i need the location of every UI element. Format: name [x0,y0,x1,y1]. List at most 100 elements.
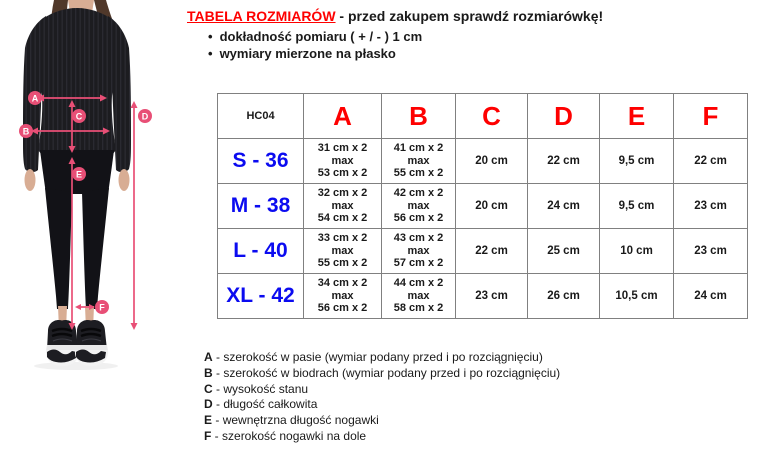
legend-separator: - [212,350,224,364]
table-row-s: S - 36 31 cm x 2 max 53 cm x 2 41 cm x 2… [217,138,748,184]
legend-separator: - [212,397,224,412]
hand-left [24,169,36,191]
size-label: S - 36 [217,138,304,184]
cell-f: 23 cm [673,183,748,229]
cell-c: 22 cm [455,228,528,274]
legend-letter: A [204,350,213,364]
model-silhouette [23,0,131,370]
model-photo: A B C D [19,0,152,370]
size-label: XL - 42 [217,273,304,319]
measurement-arrow-d: D [130,101,152,330]
legend-desc: wysokość stanu [223,381,309,396]
cell-c: 20 cm [455,138,528,184]
measurement-label-f: F [99,302,105,312]
sweater-torso [35,8,119,160]
cell-d: 26 cm [527,273,600,319]
measurement-label-e: E [76,169,82,179]
legend-item-f: F - szerokość nogawki na dole [204,429,560,445]
legend-letter: E [204,413,213,428]
floor-shadow [34,362,118,370]
legend-desc: szerokość w pasie (wymiar podany przed i… [223,350,543,364]
measurement-arrow-f: F [75,300,109,314]
legend-letter: D [204,397,213,412]
legend-item-e: E - wewnętrzna długość nogawki [204,413,560,429]
cell-b: 42 cm x 2 max 56 cm x 2 [381,183,456,229]
product-code: HC04 [217,93,304,139]
measurement-label-d: D [142,111,149,121]
cell-e: 10 cm [599,228,674,274]
legend-letter: C [204,381,213,396]
cell-f: 22 cm [673,138,748,184]
sneaker-left [45,320,80,366]
note-item: • dokładność pomiaru ( + / - ) 1 cm [208,29,422,46]
legend-separator: - [212,365,224,380]
legend-separator: - [212,413,223,428]
cell-d: 22 cm [527,138,600,184]
column-header-b: B [381,93,456,139]
size-table-header-row: HC04 A B C D E F [217,93,748,139]
page-title: TABELA ROZMIARÓW - przed zakupem sprawdź… [187,8,603,24]
note-item: • wymiary mierzone na płasko [208,46,422,63]
measurement-arrows: A B C D [19,91,152,330]
measurement-arrow-c: C [68,100,86,153]
size-table: HC04 A B C D E F S - 36 31 cm x 2 max 53… [217,93,748,319]
measurement-label-b: B [23,126,30,136]
measurement-arrow-b: B [19,124,110,138]
cell-b: 43 cm x 2 max 57 cm x 2 [381,228,456,274]
leggings-left-leg [45,188,72,309]
page-title-rest: - przed zakupem sprawdź rozmiarówkę! [335,8,604,24]
size-label: M - 38 [217,183,304,229]
column-header-e: E [599,93,674,139]
measurement-label-c: C [76,111,83,121]
table-row-xl: XL - 42 34 cm x 2 max 56 cm x 2 44 cm x … [217,273,748,319]
legend-desc: szerokość w biodrach (wymiar podany prze… [223,365,561,380]
sneaker-right [74,320,109,366]
legend-desc: wewnętrzna długość nogawki [222,413,379,428]
legend-item-d: D - długość całkowita [204,397,560,413]
cell-a: 34 cm x 2 max 56 cm x 2 [303,273,382,319]
measurement-arrow-a: A [28,91,107,105]
column-header-c: C [455,93,528,139]
measurement-arrow-e: E [68,157,86,330]
cell-c: 20 cm [455,183,528,229]
cell-c: 23 cm [455,273,528,319]
table-row-l: L - 40 33 cm x 2 max 55 cm x 2 43 cm x 2… [217,228,748,274]
cell-a: 32 cm x 2 max 54 cm x 2 [303,183,382,229]
legend-separator: - [211,428,223,443]
cell-e: 10,5 cm [599,273,674,319]
cell-d: 24 cm [527,183,600,229]
legend-letter: F [204,428,212,443]
cell-a: 33 cm x 2 max 55 cm x 2 [303,228,382,274]
cell-f: 24 cm [673,273,748,319]
note-text: wymiary mierzone na płasko [219,45,396,61]
bullet-icon: • [208,29,213,44]
table-row-m: M - 38 32 cm x 2 max 54 cm x 2 42 cm x 2… [217,183,748,229]
page-title-highlight: TABELA ROZMIARÓW [187,8,336,24]
legend-desc: długość całkowita [223,397,318,412]
cell-b: 41 cm x 2 max 55 cm x 2 [381,138,456,184]
leggings-right-leg [82,188,109,309]
cell-a: 31 cm x 2 max 53 cm x 2 [303,138,382,184]
measurement-label-a: A [32,93,39,103]
column-header-d: D [527,93,600,139]
note-text: dokładność pomiaru ( + / - ) 1 cm [219,29,423,44]
notes-list: • dokładność pomiaru ( + / - ) 1 cm • wy… [208,29,422,62]
bullet-icon: • [208,45,213,61]
legend-item-a: A - szerokość w pasie (wymiar podany prz… [204,350,560,366]
cell-e: 9,5 cm [599,183,674,229]
legend-item-b: B - szerokość w biodrach (wymiar podany … [204,366,560,382]
legend-item-c: C - wysokość stanu [204,382,560,398]
legend-separator: - [212,381,224,396]
column-header-a: A [303,93,382,139]
cell-b: 44 cm x 2 max 58 cm x 2 [381,273,456,319]
column-header-f: F [673,93,748,139]
measurement-legend: A - szerokość w pasie (wymiar podany prz… [204,350,560,445]
cell-d: 25 cm [527,228,600,274]
legend-desc: szerokość nogawki na dole [222,428,367,443]
cell-e: 9,5 cm [599,138,674,184]
cell-f: 23 cm [673,228,748,274]
size-label: L - 40 [217,228,304,274]
hand-right [118,169,130,191]
legend-letter: B [204,365,213,380]
